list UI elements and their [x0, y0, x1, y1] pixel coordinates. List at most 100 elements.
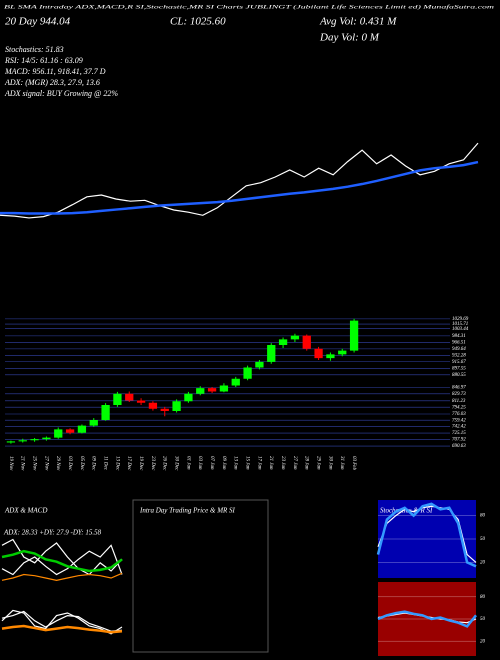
indicator: Stochastics: 51.83: [5, 45, 64, 54]
x-tick-label: 15 Jan: [244, 456, 249, 470]
x-tick-label: 09 Jan: [221, 456, 226, 470]
x-tick-label: 11 Dec: [102, 456, 107, 471]
candle-body: [160, 408, 169, 411]
y-tick-label: 759.42: [452, 418, 466, 423]
y-tick-label: 80: [480, 514, 486, 519]
candle-body: [136, 400, 146, 403]
candle-body: [113, 393, 122, 405]
candle-body: [54, 429, 63, 438]
candle-body: [196, 388, 205, 394]
x-tick-label: 05 Dec: [79, 456, 84, 471]
y-tick-label: 811.23: [452, 399, 466, 404]
y-tick-label: 829.73: [452, 392, 466, 397]
page-title: BL SMA Intraday ADX,MACD,R SI,Stochastic…: [4, 3, 494, 10]
candle-body: [314, 348, 323, 359]
indicator: MACD: 956.11, 918.41, 37.7 D: [4, 67, 106, 76]
x-tick-label: 26 Dec: [162, 456, 167, 471]
candle-body: [290, 335, 300, 340]
series-line: [1, 544, 123, 576]
y-tick-label: 915.67: [452, 360, 466, 365]
x-tick-label: 25 Nov: [31, 456, 36, 471]
x-tick-label: 09 Dec: [91, 456, 96, 471]
candle-body: [326, 354, 335, 359]
x-tick-label: 27 Jan: [292, 456, 297, 470]
candle-body: [278, 339, 288, 345]
y-tick-label: 846.97: [452, 386, 466, 391]
sma-20: 20 Day 944.04: [5, 16, 71, 28]
candle-body: [6, 441, 16, 443]
candle-body: [125, 393, 134, 401]
x-tick-label: 19 Nov: [8, 456, 13, 471]
y-tick-label: 984.31: [452, 334, 466, 339]
series-line: [1, 538, 123, 576]
y-tick-label: 1015.71: [452, 322, 468, 327]
day-volume: Day Vol: 0 M: [319, 32, 380, 44]
candle-body: [42, 437, 51, 440]
x-tick-label: 23 Dec: [150, 456, 155, 471]
intraday-panel: [132, 499, 269, 653]
y-tick-label: 932.28: [452, 354, 466, 359]
candle-body: [172, 401, 181, 411]
x-tick-label: 21 Jan: [268, 456, 273, 470]
candle-body: [207, 388, 217, 392]
y-tick-label: 776.03: [452, 412, 466, 417]
y-tick-label: 50: [480, 537, 486, 542]
x-tick-label: 30 Jan: [327, 456, 332, 470]
candle-body: [255, 361, 264, 368]
x-tick-label: 13 Dec: [114, 456, 119, 471]
indicator: ADX signal: BUY Growing @ 22%: [4, 89, 118, 98]
x-tick-label: 23 Jan: [280, 456, 285, 470]
indicator: RSI: 14/5: 61.16 : 63.09: [4, 56, 83, 65]
series-line: [0, 160, 479, 215]
candle-body: [184, 393, 193, 402]
candle-body: [101, 405, 110, 420]
x-tick-label: 07 Jan: [209, 456, 214, 470]
x-tick-label: 01 Jan: [185, 456, 190, 470]
y-tick-label: 80: [480, 595, 486, 600]
candle-body: [267, 345, 276, 362]
x-tick-label: 03 Feb: [351, 456, 356, 471]
y-tick-label: 1029.69: [452, 317, 469, 322]
y-tick-label: 20: [480, 639, 486, 644]
series-line: [1, 624, 123, 634]
candle-body: [77, 425, 87, 433]
series-line: [1, 549, 123, 573]
x-tick-label: 27 Nov: [43, 456, 48, 471]
close-price: CL: 1025.60: [170, 16, 226, 28]
candle-body: [65, 429, 75, 433]
x-tick-label: 03 Jan: [197, 456, 202, 470]
y-tick-label: 949.64: [452, 347, 466, 352]
candle-body: [219, 385, 229, 392]
intraday-title: Intra Day Trading Price & MR SI: [139, 507, 236, 515]
x-tick-label: 13 Jan: [233, 456, 238, 470]
x-tick-label: 29 Jan: [315, 456, 320, 470]
series-line: [1, 610, 123, 632]
y-tick-label: 966.51: [452, 341, 466, 346]
y-tick-label: 707.92: [452, 438, 466, 443]
y-tick-label: 20: [480, 561, 486, 566]
series-line: [376, 502, 477, 568]
candle-body: [89, 420, 98, 426]
x-tick-label: 21 Nov: [20, 456, 25, 471]
x-tick-label: 17 Jan: [256, 456, 261, 470]
y-tick-label: 725.15: [452, 431, 466, 436]
y-tick-label: 880.55: [452, 373, 466, 378]
x-tick-label: 31 Jan: [339, 456, 344, 470]
x-tick-label: 29 Nov: [55, 456, 60, 471]
x-tick-label: 28 Jan: [304, 456, 309, 470]
candle-body: [338, 350, 347, 355]
y-tick-label: 690.63: [452, 444, 466, 449]
panel-subtitle: ADX: 28.33 +DY: 27.9 -DY: 15.58: [3, 529, 102, 537]
candle-body: [302, 335, 311, 349]
x-tick-label: 30 Dec: [173, 456, 178, 471]
series-line: [1, 572, 123, 581]
candle-body: [243, 367, 252, 379]
x-tick-label: 19 Dec: [138, 456, 143, 471]
y-tick-label: 1003.44: [452, 327, 469, 332]
series-line: [377, 610, 477, 628]
candle-body: [30, 439, 39, 441]
candle-body: [18, 440, 27, 442]
y-tick-label: 50: [480, 617, 486, 622]
x-tick-label: 17 Dec: [126, 456, 131, 471]
